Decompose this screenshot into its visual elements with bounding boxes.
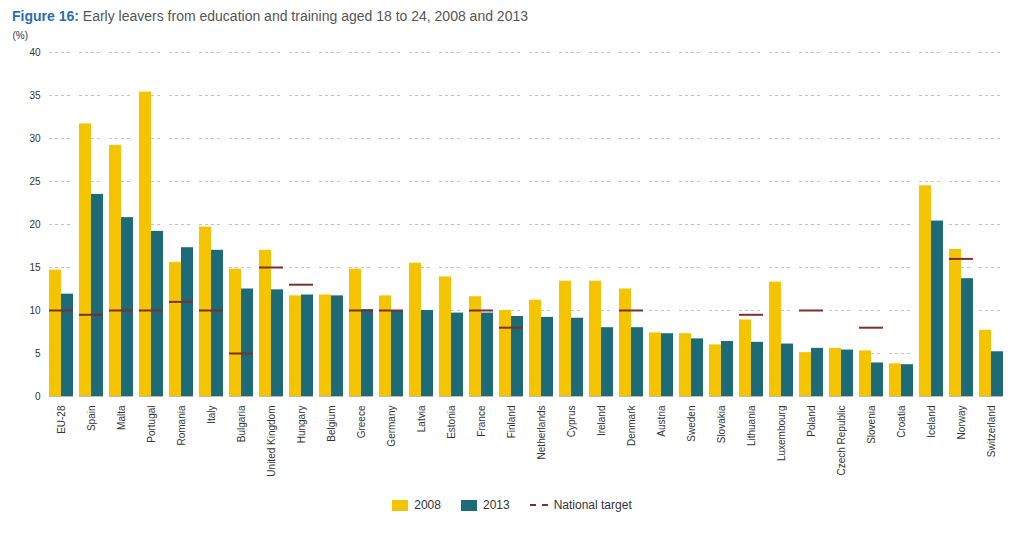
svg-text:France: France <box>476 405 487 437</box>
svg-text:Denmark: Denmark <box>626 405 637 447</box>
svg-text:Latvia: Latvia <box>416 405 427 432</box>
svg-text:(%): (%) <box>13 30 29 41</box>
svg-text:Hungary: Hungary <box>296 406 307 444</box>
svg-text:Sweden: Sweden <box>686 406 697 442</box>
svg-text:Lithuania: Lithuania <box>746 405 757 446</box>
html-text:Figure 16: Early leavers from: Figure 16: Early leavers from education … <box>12 8 528 24</box>
svg-text:Greece: Greece <box>356 405 367 438</box>
html-text:2008: 2008 <box>414 498 441 512</box>
svg-text:Malta: Malta <box>116 405 127 430</box>
svg-text:Norway: Norway <box>956 406 967 440</box>
svg-text:25: 25 <box>29 176 41 187</box>
svg-text:35: 35 <box>29 90 41 101</box>
svg-text:10: 10 <box>29 305 41 316</box>
svg-text:EU-28: EU-28 <box>56 405 67 434</box>
svg-text:30: 30 <box>29 133 41 144</box>
svg-text:Finland: Finland <box>506 406 517 439</box>
svg-text:Croatia: Croatia <box>896 405 907 438</box>
svg-text:Portugal: Portugal <box>146 406 157 443</box>
svg-text:Cyprus: Cyprus <box>566 406 577 438</box>
html-text:National target: National target <box>553 498 632 512</box>
svg-text:40: 40 <box>29 47 41 58</box>
svg-text:Netherlands: Netherlands <box>536 406 547 460</box>
svg-text:Ireland: Ireland <box>596 406 607 437</box>
html-text:2013: 2013 <box>483 498 510 512</box>
svg-text:Poland: Poland <box>806 406 817 437</box>
svg-text:Switzerland: Switzerland <box>986 406 997 458</box>
svg-text:United Kingdom: United Kingdom <box>266 406 277 477</box>
svg-text:Czech Republic: Czech Republic <box>836 406 847 476</box>
svg-text:Estonia: Estonia <box>446 405 457 439</box>
svg-text:15: 15 <box>29 262 41 273</box>
svg-text:Romania: Romania <box>176 405 187 445</box>
svg-text:5: 5 <box>35 348 41 359</box>
svg-text:Iceland: Iceland <box>926 406 937 438</box>
svg-text:Italy: Italy <box>206 406 217 424</box>
svg-text:Germany: Germany <box>386 406 397 447</box>
svg-text:Bulgaria: Bulgaria <box>236 405 247 442</box>
svg-text:Austria: Austria <box>656 405 667 437</box>
svg-text:0: 0 <box>35 391 41 402</box>
svg-text:20: 20 <box>29 219 41 230</box>
svg-text:Slovenia: Slovenia <box>866 405 877 444</box>
svg-text:Belgium: Belgium <box>326 406 337 442</box>
svg-text:Spain: Spain <box>86 406 97 432</box>
svg-text:Luxembourg: Luxembourg <box>776 406 787 462</box>
svg-text:Slovakia: Slovakia <box>716 405 727 443</box>
